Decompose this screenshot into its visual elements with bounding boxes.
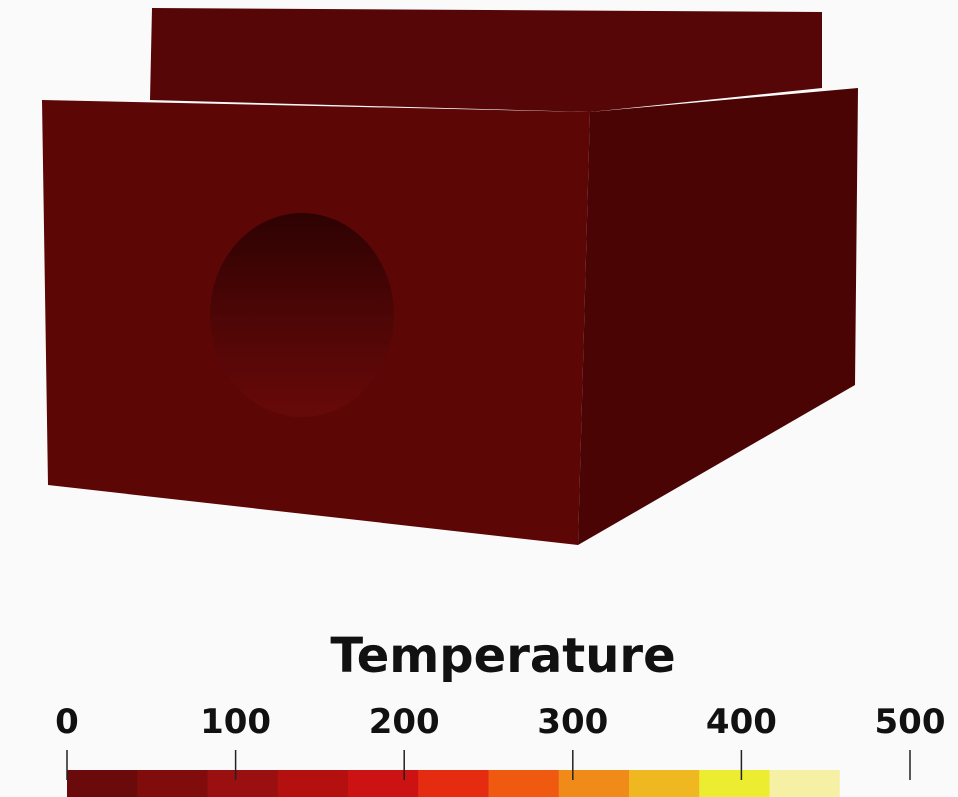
colorbar-title: Temperature: [330, 628, 675, 684]
tick-label: 400: [706, 702, 777, 742]
tick-label: 300: [537, 702, 608, 742]
colorbar-segment: [489, 770, 560, 797]
colorbar-segment: [67, 770, 138, 797]
tick-label: 200: [369, 702, 440, 742]
colorbar-segment: [770, 770, 841, 797]
colorbar-segment: [137, 770, 208, 797]
colorbar-segment: [629, 770, 700, 797]
colorbar-segment: [840, 770, 911, 797]
colorbar-segment: [278, 770, 349, 797]
colorbar-segment: [699, 770, 770, 797]
colorbar-segment: [418, 770, 489, 797]
tick-label: 0: [55, 702, 79, 742]
top-block: [150, 8, 822, 112]
tick-label: 100: [200, 702, 271, 742]
hole: [210, 213, 394, 417]
colorbar-segment: [208, 770, 279, 797]
colorbar-segment: [348, 770, 419, 797]
tick-label: 500: [875, 702, 946, 742]
render-view: Temperature 0 100 200 300 400 500: [0, 0, 958, 797]
colorbar-segment: [559, 770, 630, 797]
